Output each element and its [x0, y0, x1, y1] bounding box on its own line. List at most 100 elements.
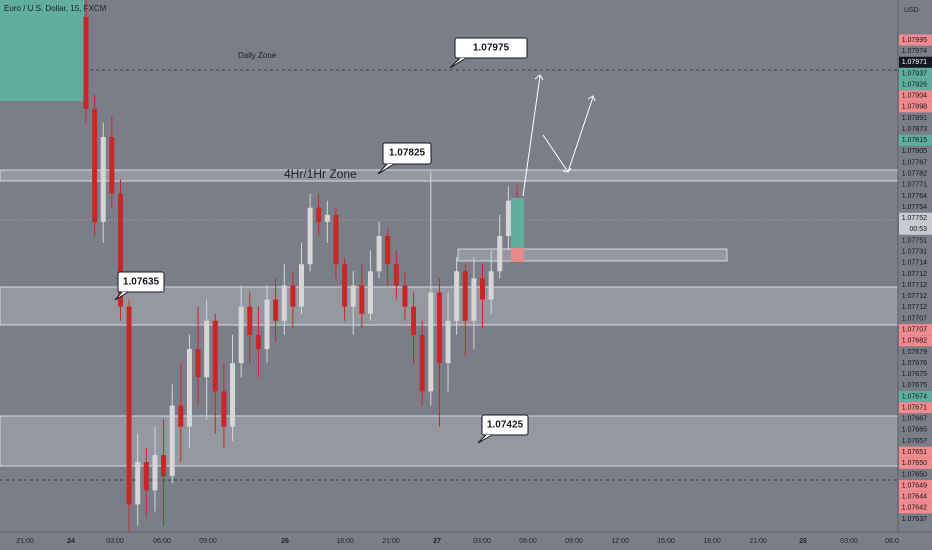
- candle-body: [342, 264, 348, 307]
- price-label: 1.07815: [902, 137, 927, 144]
- position-profit: [511, 198, 524, 248]
- position-loss: [511, 248, 524, 262]
- time-label: 06:00: [153, 538, 171, 545]
- time-label: 27: [433, 538, 441, 545]
- candle-body: [135, 462, 141, 505]
- price-label-bg: [899, 390, 932, 402]
- chart-title: Euro / U.S. Dollar, 15, FXCM: [4, 4, 107, 13]
- candle-body: [230, 363, 236, 427]
- annotation: Daily Zone: [238, 51, 277, 60]
- price-label: 1.07787: [902, 159, 927, 166]
- candle-body: [436, 292, 442, 364]
- callout: 1.07635: [114, 271, 165, 301]
- annotation: 4Hr/1Hr Zone: [284, 167, 357, 181]
- price-label-bg: [899, 446, 932, 458]
- price-label: 1.07971: [902, 59, 927, 66]
- candle-body: [212, 320, 218, 392]
- price-label: 1.07679: [902, 349, 927, 356]
- price-label: 1.07754: [902, 204, 927, 211]
- price-label: 1.07805: [902, 148, 927, 155]
- price-label: 1.07995: [902, 37, 927, 44]
- candle-body: [307, 207, 313, 265]
- countdown: 00:53: [909, 226, 927, 233]
- callout-text: 1.07825: [389, 148, 426, 159]
- candle-body: [186, 349, 192, 427]
- candle-body: [480, 278, 486, 300]
- candle-body: [462, 271, 468, 321]
- price-label: 1.07712: [902, 293, 927, 300]
- price-label: 1.07674: [902, 393, 927, 400]
- candle-body: [419, 334, 425, 392]
- price-label-bg: [899, 34, 932, 46]
- callout-text: 1.07635: [123, 277, 160, 288]
- callout: 1.07975: [449, 37, 528, 69]
- price-label-bg: [899, 90, 932, 102]
- time-label: 03:00: [840, 538, 858, 545]
- price-label: 1.07675: [902, 371, 927, 378]
- price-label-bg: [899, 79, 932, 91]
- price-label-bg: [899, 134, 932, 146]
- time-label: 09:00: [565, 538, 583, 545]
- price-label: 1.07926: [902, 81, 927, 88]
- time-label: 15:00: [657, 538, 675, 545]
- time-label: 26: [281, 538, 289, 545]
- time-label: 21:00: [16, 538, 34, 545]
- candle-body: [428, 292, 434, 392]
- candle-body: [221, 391, 227, 427]
- time-label: 12:00: [611, 538, 629, 545]
- price-label: 1.07937: [902, 70, 927, 77]
- candle-body: [247, 306, 253, 335]
- candle-body: [454, 271, 460, 321]
- price-label: 1.07771: [902, 182, 927, 189]
- price-label-bg: [899, 480, 932, 492]
- price-label-bg: [899, 457, 932, 469]
- time-label: 03:00: [106, 538, 124, 545]
- price-label: 1.07682: [902, 338, 927, 345]
- candle-body: [359, 285, 365, 314]
- zone-4hr: [0, 169, 899, 182]
- price-label: 1.07712: [902, 271, 927, 278]
- price-label: 1.07731: [902, 248, 927, 255]
- callout-text: 1.07975: [473, 43, 510, 54]
- time-label: 09:00: [199, 538, 217, 545]
- candle-body: [316, 207, 322, 222]
- price-label-bg: [899, 324, 932, 336]
- candle-body: [83, 16, 89, 109]
- candle-body: [367, 271, 373, 314]
- price-label: 1.07676: [902, 360, 927, 367]
- price-label: 1.07642: [902, 505, 927, 512]
- zone-low: [0, 415, 899, 467]
- daily-zone: [0, 0, 84, 101]
- price-axis: 1.07995 1.07974 1.07971 1.07937 1.07926 1.079…: [899, 34, 932, 523]
- price-label-bg: [899, 335, 932, 347]
- price-label-bg: [899, 502, 932, 514]
- candle-body: [505, 200, 511, 236]
- price-label-bg: [899, 491, 932, 503]
- price-label: 1.07891: [902, 115, 927, 122]
- candle-body: [109, 137, 115, 194]
- candle-body: [402, 285, 408, 307]
- candle-body: [238, 306, 244, 364]
- time-axis: 21:00 24 03:00 06:00 09:00 26 18:00 21:00 27 03:0…: [16, 538, 899, 545]
- price-label: 1.07714: [902, 260, 927, 267]
- price-label: 1.07707: [902, 315, 927, 322]
- current-price: 1.07752: [902, 215, 927, 222]
- callout-text: 1.07425: [487, 420, 524, 431]
- price-label: 1.07650: [902, 460, 927, 467]
- price-label: 1.07712: [902, 282, 927, 289]
- candle-body: [376, 235, 382, 272]
- price-label: 1.07764: [902, 193, 927, 200]
- price-label-bg: [899, 67, 932, 79]
- candle-body: [273, 299, 279, 321]
- candle-body: [204, 320, 210, 378]
- price-label: 1.07651: [902, 449, 927, 456]
- price-label: 1.07898: [902, 104, 927, 111]
- candle-body: [445, 320, 451, 364]
- candle-body: [488, 271, 494, 300]
- candle-body: [126, 306, 132, 505]
- candle-body: [281, 285, 287, 321]
- callout: 1.07825: [377, 142, 432, 175]
- price-label: 1.07671: [902, 404, 927, 411]
- candle-body: [333, 214, 339, 265]
